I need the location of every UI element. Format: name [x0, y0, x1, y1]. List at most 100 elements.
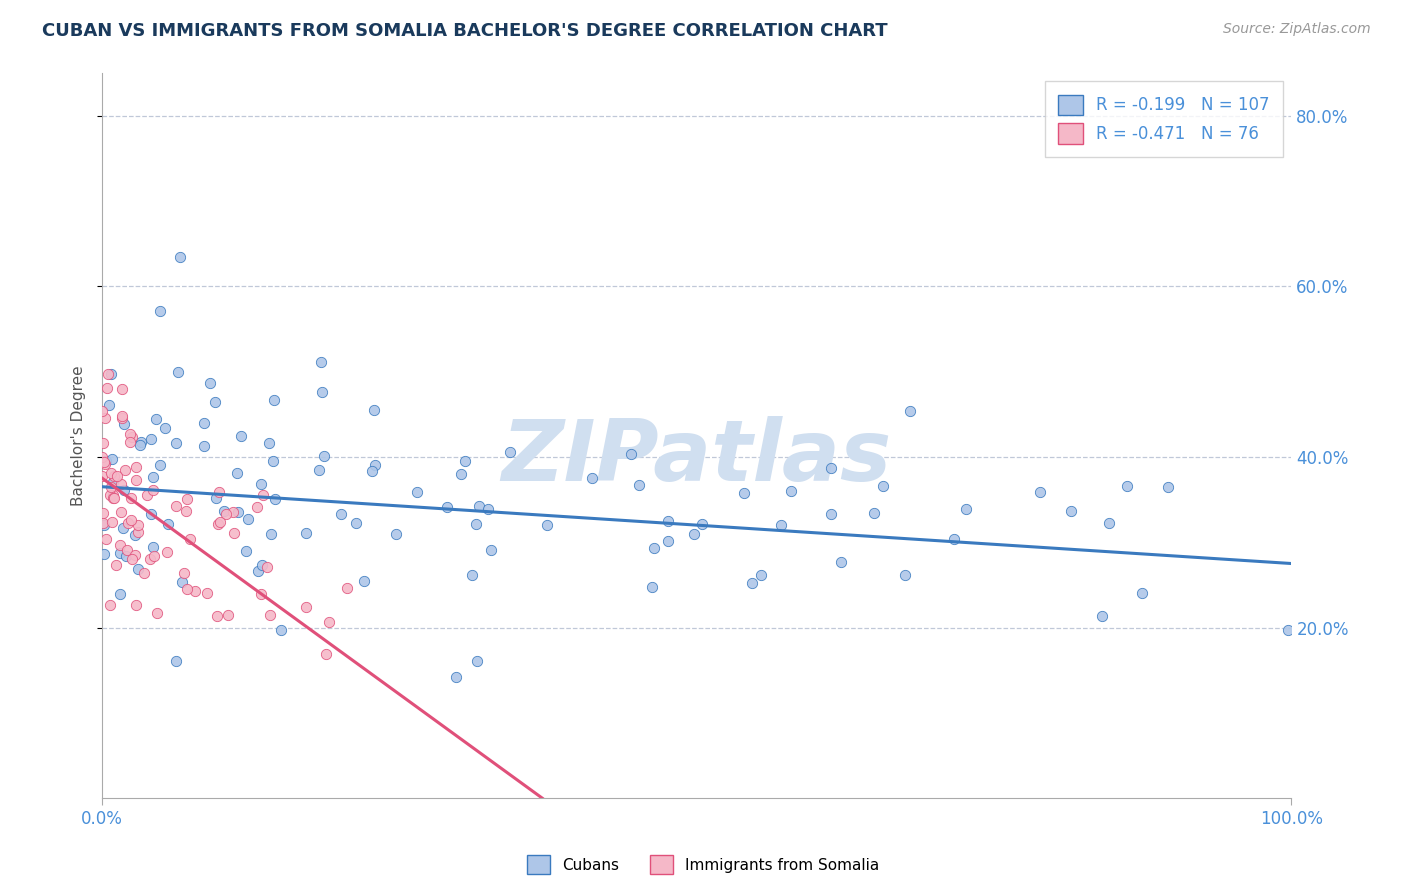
Point — [468, 499, 491, 513]
Point — [197, 586, 219, 600]
Point — [145, 412, 167, 426]
Point — [225, 466, 247, 480]
Point — [683, 527, 706, 541]
Point — [93, 547, 115, 561]
Point — [124, 548, 146, 562]
Point — [657, 533, 679, 548]
Point — [118, 427, 141, 442]
Point — [749, 567, 772, 582]
Point — [101, 488, 124, 502]
Point — [627, 478, 650, 492]
Point — [309, 355, 332, 369]
Point — [124, 528, 146, 542]
Point — [112, 521, 135, 535]
Point — [142, 549, 165, 563]
Point — [780, 483, 803, 498]
Point — [166, 435, 188, 450]
Point — [363, 403, 385, 417]
Point — [93, 411, 115, 425]
Point — [830, 555, 852, 569]
Point — [1091, 608, 1114, 623]
Point — [204, 394, 226, 409]
Point — [1029, 485, 1052, 500]
Point — [91, 468, 114, 483]
Point — [246, 500, 269, 515]
Point — [1277, 624, 1299, 638]
Point — [215, 507, 238, 521]
Point — [436, 500, 458, 514]
Point — [121, 429, 143, 443]
Point — [318, 615, 340, 629]
Point — [643, 541, 665, 555]
Point — [344, 516, 367, 530]
Point — [250, 558, 273, 572]
Point — [100, 598, 122, 612]
Point — [176, 491, 198, 506]
Point — [91, 404, 114, 418]
Point — [820, 461, 842, 475]
Point — [336, 581, 359, 595]
Point — [98, 398, 121, 412]
Point — [142, 540, 165, 554]
Point — [146, 606, 169, 620]
Point — [110, 476, 132, 491]
Point — [260, 527, 283, 541]
Point — [256, 560, 278, 574]
Point — [204, 491, 226, 505]
Legend: Cubans, Immigrants from Somalia: Cubans, Immigrants from Somalia — [520, 849, 886, 880]
Point — [110, 505, 132, 519]
Point — [165, 499, 187, 513]
Point — [207, 516, 229, 531]
Point — [942, 532, 965, 546]
Point — [312, 449, 335, 463]
Point — [252, 488, 274, 502]
Point — [148, 458, 170, 472]
Point — [173, 566, 195, 580]
Point — [193, 416, 215, 430]
Point — [263, 392, 285, 407]
Point — [863, 506, 886, 520]
Point — [955, 502, 977, 516]
Point — [91, 516, 114, 530]
Point — [353, 574, 375, 589]
Point — [111, 382, 134, 396]
Point — [103, 491, 125, 506]
Point — [193, 439, 215, 453]
Point — [134, 566, 156, 580]
Point — [153, 421, 176, 435]
Point — [176, 582, 198, 597]
Point — [128, 438, 150, 452]
Point — [330, 507, 353, 521]
Point — [308, 463, 330, 477]
Point — [444, 669, 467, 683]
Point — [141, 507, 163, 521]
Point — [91, 506, 114, 520]
Point — [893, 568, 915, 582]
Point — [499, 445, 522, 459]
Point — [641, 581, 664, 595]
Point — [110, 539, 132, 553]
Point — [246, 564, 269, 578]
Point — [657, 514, 679, 528]
Point — [139, 433, 162, 447]
Text: Source: ZipAtlas.com: Source: ZipAtlas.com — [1223, 22, 1371, 37]
Point — [142, 483, 165, 497]
Point — [149, 303, 172, 318]
Point — [125, 473, 148, 487]
Point — [179, 532, 201, 546]
Point — [872, 479, 894, 493]
Point — [112, 417, 135, 432]
Point — [100, 466, 122, 480]
Point — [222, 526, 245, 541]
Point — [769, 518, 792, 533]
Point — [264, 492, 287, 507]
Point — [262, 454, 284, 468]
Point — [820, 507, 842, 521]
Point — [120, 491, 142, 505]
Text: CUBAN VS IMMIGRANTS FROM SOMALIA BACHELOR'S DEGREE CORRELATION CHART: CUBAN VS IMMIGRANTS FROM SOMALIA BACHELO… — [42, 22, 887, 40]
Point — [295, 525, 318, 540]
Point — [120, 513, 142, 527]
Point — [115, 543, 138, 558]
Point — [222, 505, 245, 519]
Point — [111, 409, 134, 423]
